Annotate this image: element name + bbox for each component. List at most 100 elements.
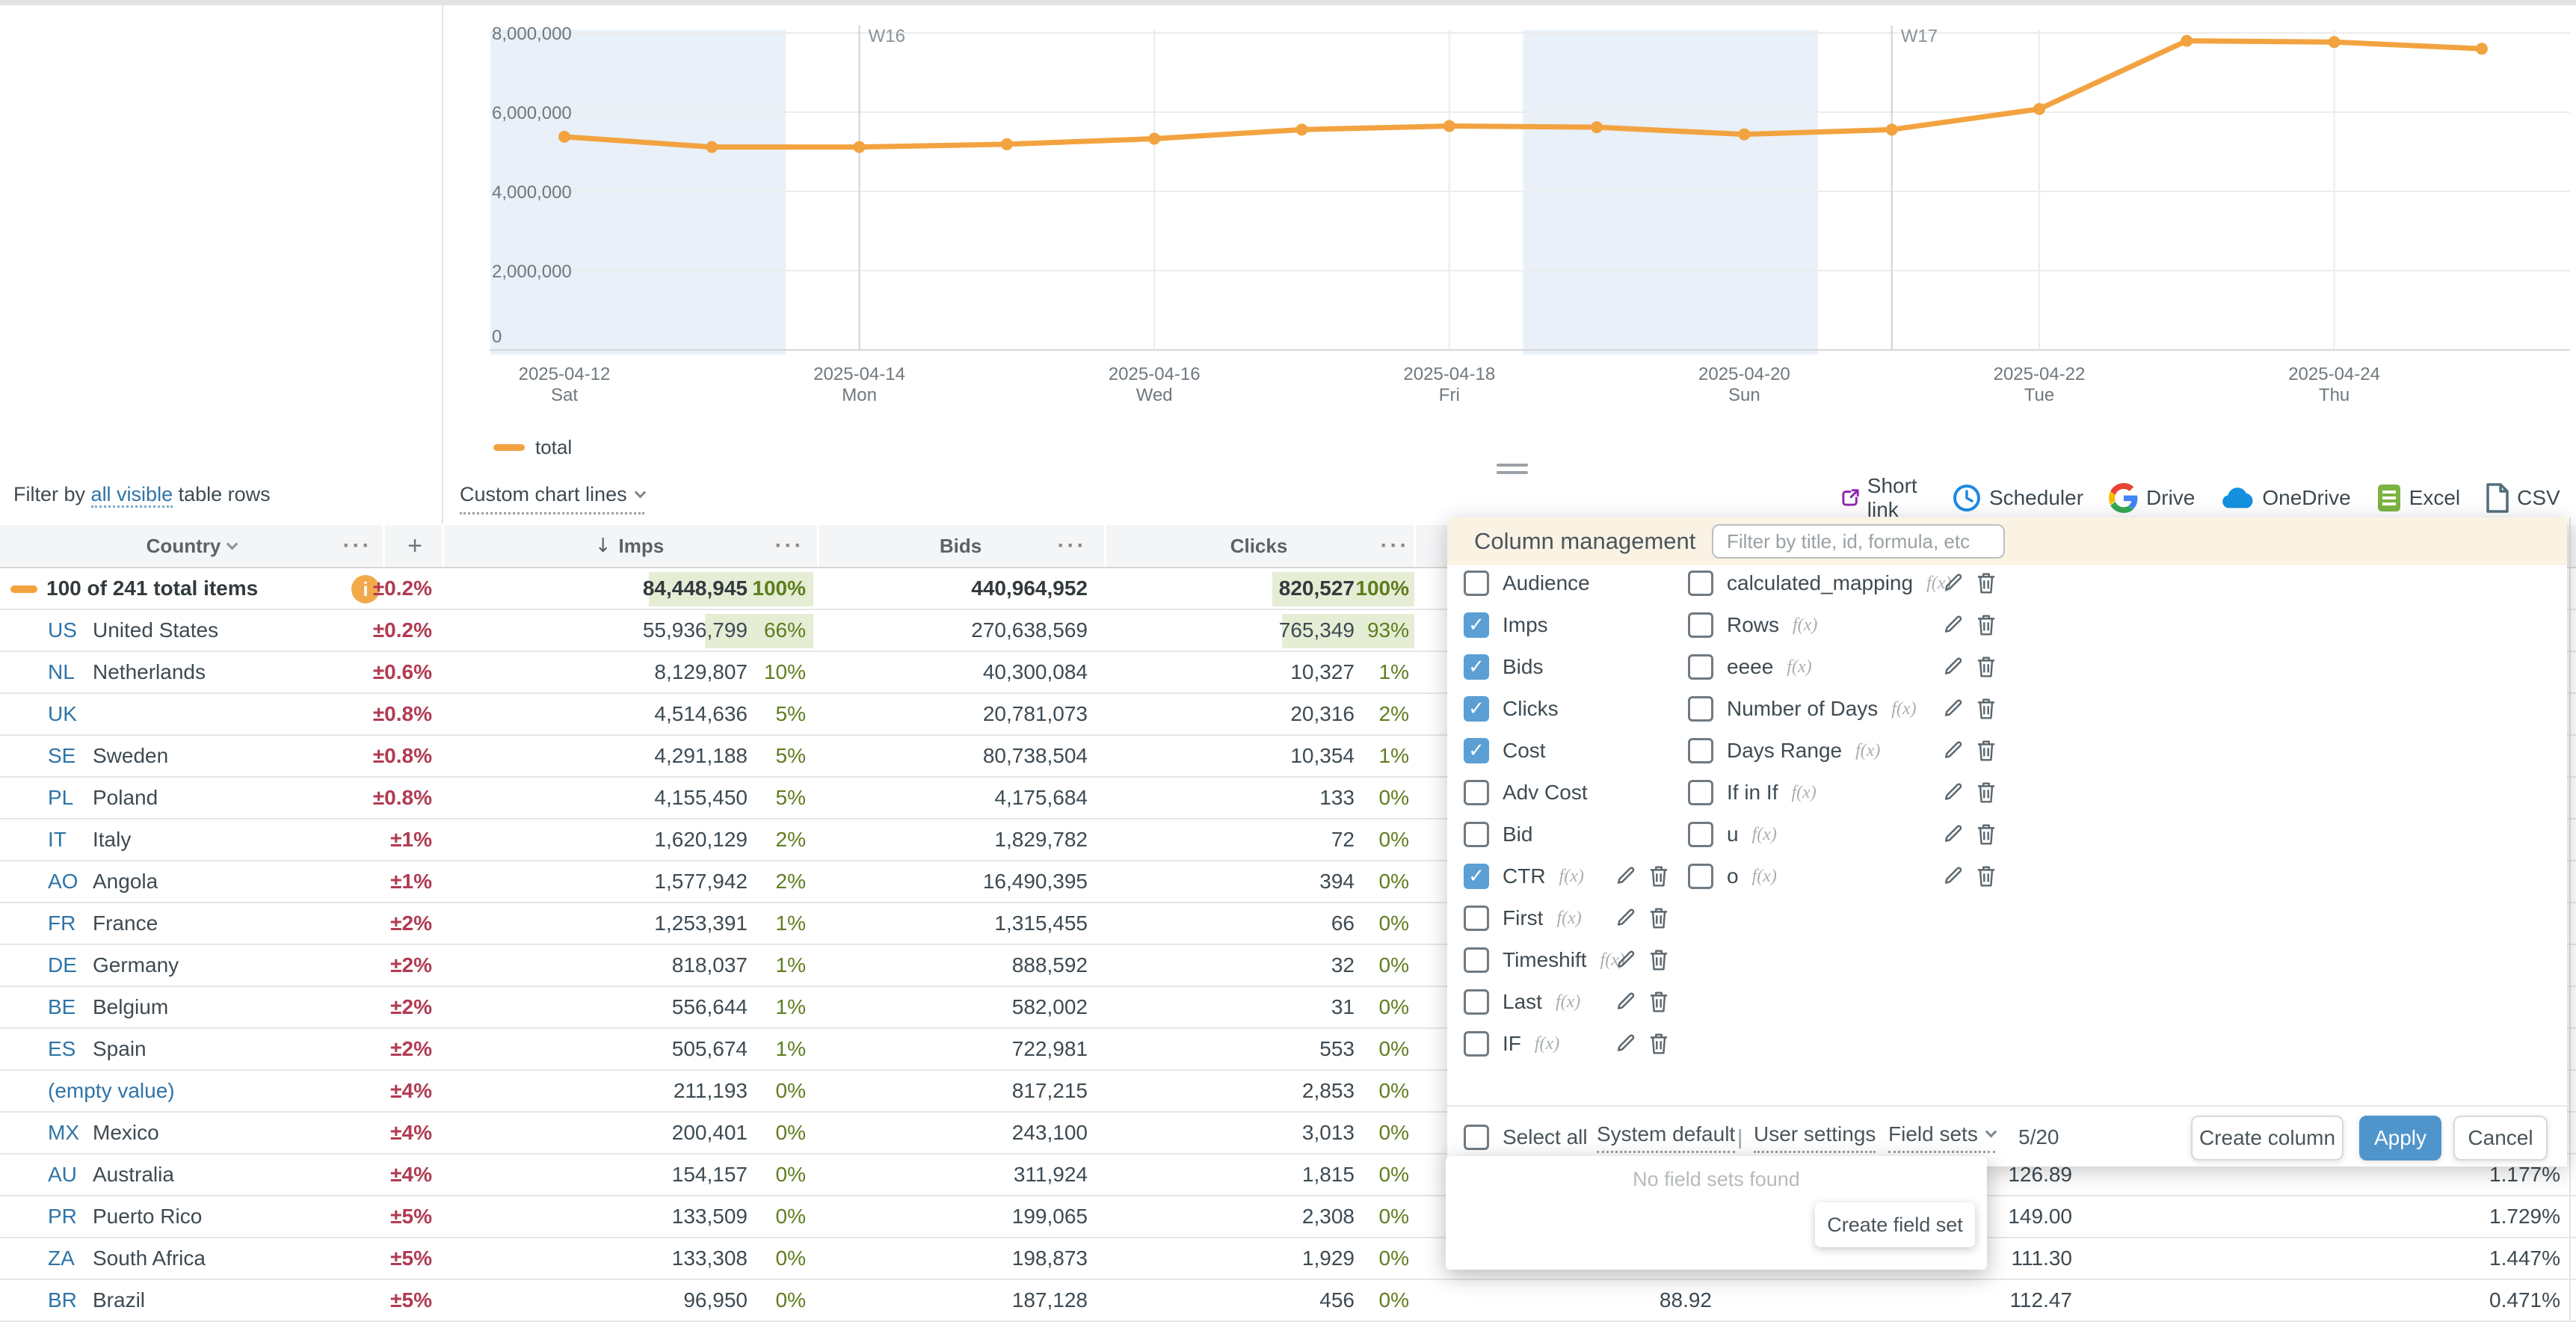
- field-row-first: First f(x): [1464, 902, 1688, 935]
- excel-export-button[interactable]: Excel: [2376, 483, 2460, 513]
- field-checkbox[interactable]: ✓: [1464, 864, 1489, 889]
- custom-chart-lines-dropdown[interactable]: Custom chart lines: [460, 483, 646, 514]
- imps-share-percent: 0%: [775, 1246, 806, 1270]
- country-code-link[interactable]: SE: [48, 744, 76, 767]
- country-column-menu-icon[interactable]: ···: [342, 533, 372, 558]
- table-row[interactable]: ZA South Africa ±5% 133,308 0% 198,873 1,929 0%…: [0, 1238, 2576, 1280]
- delete-trash-icon[interactable]: [1648, 864, 1671, 888]
- edit-pencil-icon[interactable]: [1942, 864, 1966, 888]
- field-checkbox[interactable]: [1464, 947, 1489, 973]
- field-checkbox[interactable]: [1688, 822, 1713, 847]
- delete-trash-icon[interactable]: [1975, 571, 1999, 595]
- country-code-link[interactable]: PR: [48, 1205, 77, 1228]
- edit-pencil-icon[interactable]: [1942, 571, 1966, 595]
- edit-pencil-icon[interactable]: [1615, 1032, 1639, 1056]
- edit-pencil-icon[interactable]: [1942, 781, 1966, 805]
- imps-column-menu-icon[interactable]: ···: [774, 533, 804, 558]
- delete-trash-icon[interactable]: [1975, 697, 1999, 721]
- clicks-column-menu-icon[interactable]: ···: [1380, 533, 1410, 558]
- delete-trash-icon[interactable]: [1648, 990, 1671, 1014]
- field-checkbox[interactable]: ✓: [1464, 738, 1489, 763]
- delete-trash-icon[interactable]: [1648, 906, 1671, 930]
- column-filter-input[interactable]: [1712, 524, 2005, 559]
- field-checkbox[interactable]: [1464, 571, 1489, 596]
- csv-file-icon: [2486, 483, 2509, 513]
- field-checkbox[interactable]: [1688, 780, 1713, 805]
- select-all-control[interactable]: Select all: [1464, 1107, 1588, 1168]
- cancel-button[interactable]: Cancel: [2453, 1116, 2548, 1160]
- field-checkbox[interactable]: [1688, 612, 1713, 638]
- field-checkbox[interactable]: ✓: [1464, 612, 1489, 638]
- all-visible-link[interactable]: all visible: [90, 483, 173, 508]
- edit-pencil-icon[interactable]: [1615, 906, 1639, 930]
- edit-pencil-icon[interactable]: [1942, 655, 1966, 679]
- country-code-link[interactable]: BR: [48, 1288, 77, 1312]
- field-checkbox[interactable]: [1688, 864, 1713, 889]
- delete-trash-icon[interactable]: [1648, 1032, 1671, 1056]
- add-column-button[interactable]: +: [407, 531, 422, 560]
- table-row[interactable]: BR Brazil ±5% 96,950 0% 187,128 456 0% 88.92 112.…: [0, 1280, 2576, 1322]
- info-icon[interactable]: i: [351, 575, 380, 603]
- field-checkbox[interactable]: [1464, 906, 1489, 931]
- country-code-link[interactable]: ES: [48, 1037, 76, 1060]
- country-code-link[interactable]: PL: [48, 786, 74, 809]
- onedrive-button[interactable]: OneDrive: [2220, 486, 2351, 510]
- country-code-link[interactable]: AU: [48, 1163, 77, 1186]
- delete-trash-icon[interactable]: [1975, 613, 1999, 637]
- scheduler-button[interactable]: Scheduler: [1952, 483, 2083, 513]
- delete-trash-icon[interactable]: [1975, 864, 1999, 888]
- country-code-link[interactable]: US: [48, 618, 77, 642]
- delete-trash-icon[interactable]: [1975, 739, 1999, 763]
- field-checkbox[interactable]: [1688, 571, 1713, 596]
- field-checkbox[interactable]: ✓: [1464, 654, 1489, 680]
- country-code-link[interactable]: BE: [48, 995, 76, 1018]
- short-link-button[interactable]: Short link: [1840, 474, 1926, 522]
- country-code-link[interactable]: MX: [48, 1121, 79, 1144]
- country-code-link[interactable]: FR: [48, 911, 76, 935]
- field-checkbox[interactable]: [1464, 780, 1489, 805]
- scrollbar-track[interactable]: [2569, 517, 2571, 1322]
- table-row[interactable]: PR Puerto Rico ±5% 133,509 0% 199,065 2,308 0% 1…: [0, 1196, 2576, 1238]
- country-code-link[interactable]: DE: [48, 953, 77, 977]
- country-code-link[interactable]: AO: [48, 870, 78, 893]
- system-default-link[interactable]: System default: [1597, 1107, 1736, 1168]
- edit-pencil-icon[interactable]: [1615, 864, 1639, 888]
- chart-resize-handle[interactable]: [1497, 464, 1528, 477]
- edit-pencil-icon[interactable]: [1615, 948, 1639, 972]
- field-checkbox[interactable]: [1464, 989, 1489, 1015]
- chart-legend[interactable]: total: [493, 436, 572, 458]
- field-checkbox[interactable]: [1464, 1031, 1489, 1057]
- user-settings-link[interactable]: User settings: [1754, 1107, 1876, 1168]
- field-checkbox[interactable]: [1464, 822, 1489, 847]
- field-checkbox[interactable]: [1688, 738, 1713, 763]
- csv-export-button[interactable]: CSV: [2486, 483, 2560, 513]
- field-checkbox[interactable]: [1688, 696, 1713, 722]
- delete-trash-icon[interactable]: [1975, 823, 1999, 846]
- edit-pencil-icon[interactable]: [1615, 990, 1639, 1014]
- apply-button[interactable]: Apply: [2359, 1116, 2441, 1160]
- edit-pencil-icon[interactable]: [1942, 823, 1966, 846]
- bids-column-menu-icon[interactable]: ···: [1057, 533, 1087, 558]
- edit-pencil-icon[interactable]: [1942, 613, 1966, 637]
- country-code-link[interactable]: ZA: [48, 1246, 75, 1270]
- create-column-button[interactable]: Create column: [2191, 1116, 2344, 1160]
- country-code-link[interactable]: NL: [48, 660, 75, 683]
- imps-column-header[interactable]: ↓ Imps: [594, 534, 665, 558]
- field-checkbox[interactable]: ✓: [1464, 696, 1489, 722]
- country-column-header[interactable]: Country: [0, 525, 383, 567]
- field-sets-dropdown[interactable]: Field sets: [1888, 1107, 1997, 1168]
- google-drive-button[interactable]: Drive: [2109, 483, 2195, 513]
- bids-column-header[interactable]: Bids: [939, 534, 982, 557]
- delete-trash-icon[interactable]: [1648, 948, 1671, 972]
- field-checkbox[interactable]: [1688, 654, 1713, 680]
- country-code-link[interactable]: UK: [48, 702, 77, 725]
- select-all-checkbox[interactable]: [1464, 1125, 1489, 1150]
- edit-pencil-icon[interactable]: [1942, 739, 1966, 763]
- clicks-column-header[interactable]: Clicks: [1230, 534, 1288, 557]
- empty-value-link[interactable]: (empty value): [48, 1079, 175, 1102]
- create-field-set-button[interactable]: Create field set: [1815, 1202, 1975, 1247]
- edit-pencil-icon[interactable]: [1942, 697, 1966, 721]
- delete-trash-icon[interactable]: [1975, 655, 1999, 679]
- country-code-link[interactable]: IT: [48, 828, 67, 851]
- delete-trash-icon[interactable]: [1975, 781, 1999, 805]
